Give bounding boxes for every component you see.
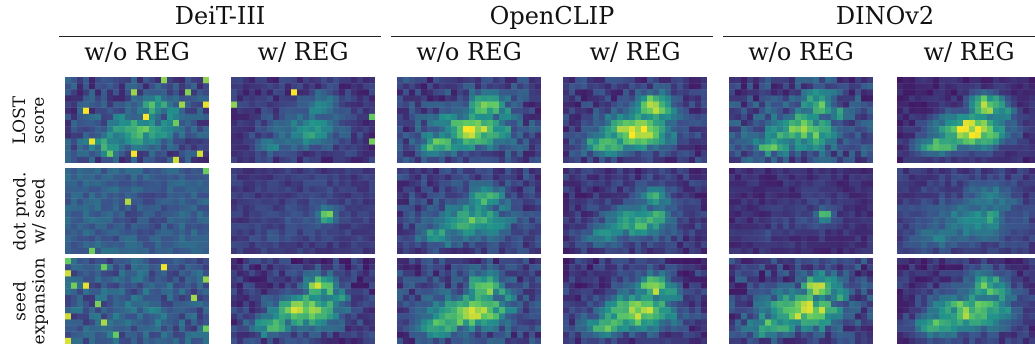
attention-map: [897, 168, 1035, 254]
attention-map: [563, 168, 707, 254]
attention-map: [729, 168, 873, 254]
model-title: DeiT-III: [174, 2, 266, 30]
attention-map: [897, 258, 1035, 344]
attention-map: [65, 77, 209, 163]
variant-label: w/ REG: [257, 38, 349, 66]
attention-map: [563, 258, 707, 344]
attention-map: [729, 258, 873, 344]
row-label: dot prod. w/ seed: [0, 168, 60, 254]
row-label-line: seed: [10, 281, 30, 321]
attention-map: [65, 258, 209, 344]
model-title: DINOv2: [835, 2, 935, 30]
attention-map: [397, 258, 541, 344]
variant-label: w/ REG: [923, 38, 1015, 66]
row-label-line: score: [29, 96, 49, 144]
model-divider: [723, 36, 1035, 37]
row-label-line: dot prod.: [10, 171, 31, 251]
attention-map: [65, 168, 209, 254]
variant-label: w/ REG: [589, 38, 681, 66]
attention-map: [231, 258, 375, 344]
variant-label: w/o REG: [748, 38, 854, 66]
attention-map: [729, 77, 873, 163]
variant-label: w/o REG: [416, 38, 522, 66]
attention-map: [397, 168, 541, 254]
model-divider: [391, 36, 713, 37]
attention-map: [397, 77, 541, 163]
model-divider: [59, 36, 381, 37]
attention-map: [231, 77, 375, 163]
attention-map: [231, 168, 375, 254]
variant-label: w/o REG: [84, 38, 190, 66]
row-label: seed expansion: [0, 257, 60, 345]
row-label-line: LOST: [10, 95, 30, 145]
attention-map: [563, 77, 707, 163]
attention-map: [897, 77, 1035, 163]
row-label-line: expansion: [29, 257, 49, 345]
model-title: OpenCLIP: [489, 2, 615, 30]
row-label: LOST score: [0, 77, 60, 163]
row-label-line: w/ seed: [29, 178, 50, 244]
